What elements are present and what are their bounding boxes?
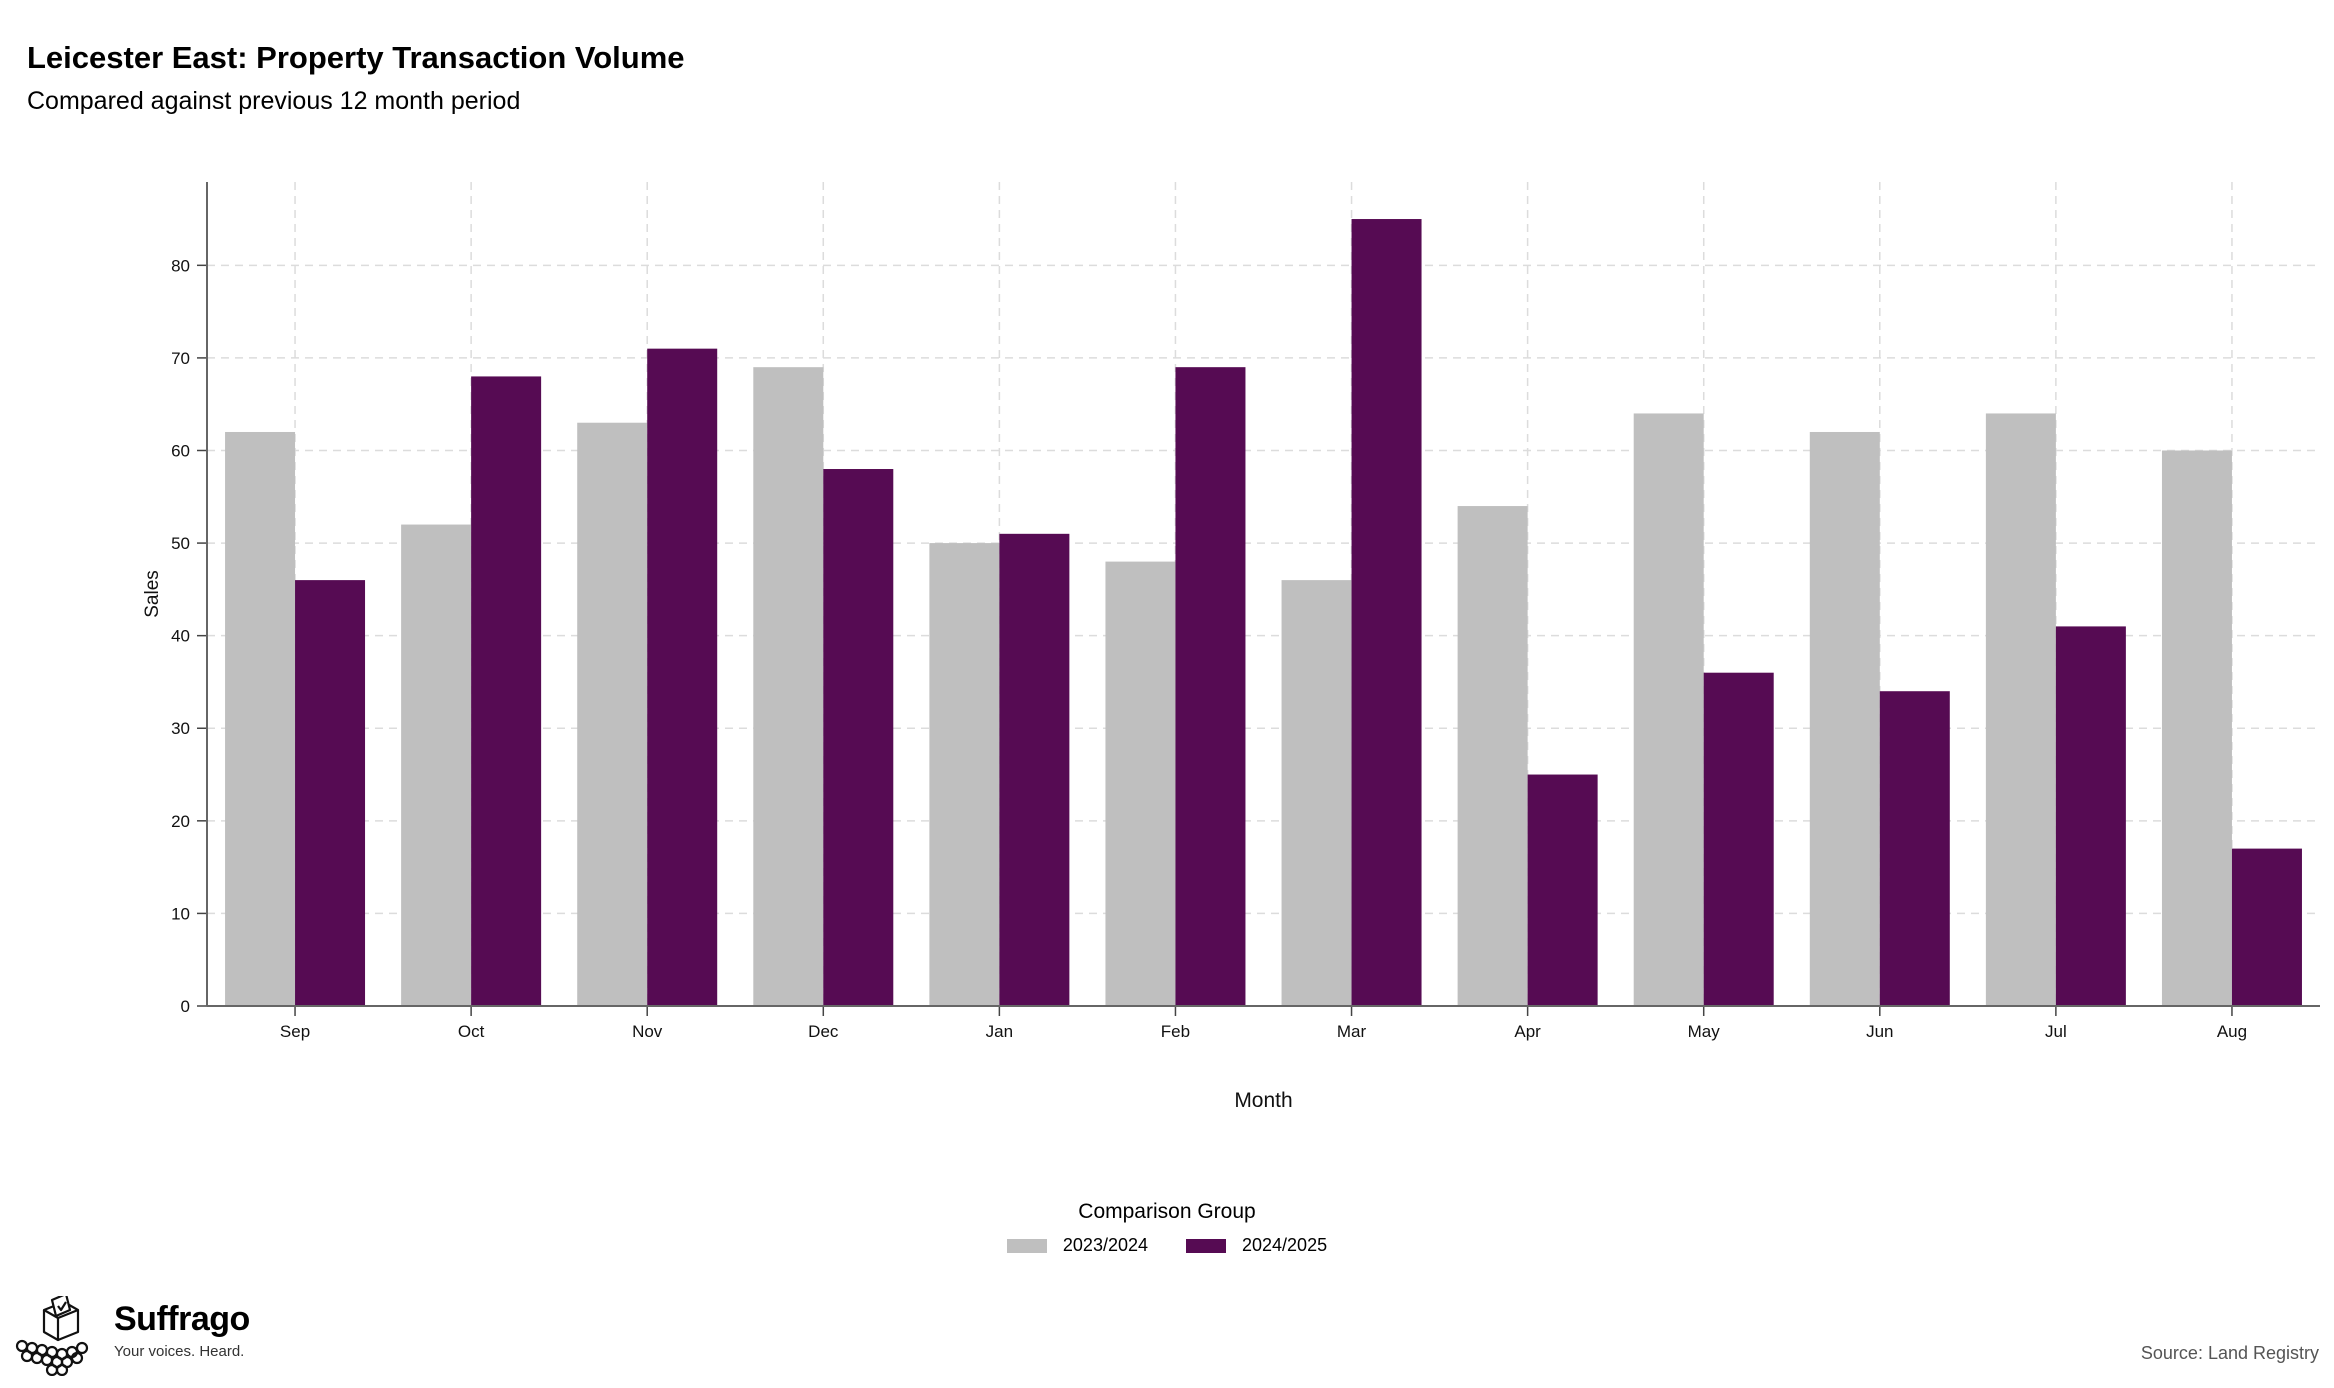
bar-2023-2024-mar bbox=[1281, 580, 1352, 1006]
y-tick-label: 40 bbox=[171, 627, 190, 646]
bar-2024-2025-mar bbox=[1351, 219, 1422, 1007]
bar-2024-2025-oct bbox=[471, 376, 542, 1006]
legend-item-2023-2024: 2023/2024 bbox=[1006, 1235, 1148, 1256]
brand-name: Suffrago bbox=[114, 1300, 250, 1338]
bar-2023-2024-aug bbox=[2161, 450, 2232, 1006]
brand-logo: Suffrago Your voices. Heard. bbox=[14, 1292, 250, 1381]
bar-2024-2025-nov bbox=[647, 348, 718, 1006]
legend-swatch-2023-2024 bbox=[1006, 1238, 1047, 1253]
source-note: Source: Land Registry bbox=[2140, 1343, 2319, 1363]
y-axis-label: Sales bbox=[142, 570, 163, 618]
legend-swatch-2024-2025 bbox=[1186, 1238, 1226, 1253]
legend-item-2024-2025: 2024/2025 bbox=[1186, 1235, 1327, 1256]
x-tick-label: May bbox=[1688, 1022, 1721, 1041]
bar-2023-2024-jun bbox=[1809, 431, 1880, 1006]
legend-label-2024-2025: 2024/2025 bbox=[1242, 1235, 1328, 1255]
bar-2024-2025-may bbox=[1703, 672, 1774, 1006]
x-tick-label: Oct bbox=[458, 1022, 485, 1041]
bar-chart: 0 10 20 30 40 50 60 70 80 Sep Oct Nov Dec Jan Feb Mar Ap… bbox=[142, 182, 2320, 1112]
bar-2023-2024-sep bbox=[225, 431, 296, 1006]
x-tick-label: Jun bbox=[1866, 1022, 1893, 1041]
x-tick-label: Sep bbox=[280, 1022, 310, 1041]
bar-2023-2024-oct bbox=[401, 524, 472, 1006]
x-tick-label: Aug bbox=[2217, 1022, 2247, 1041]
x-tick-label: Apr bbox=[1514, 1022, 1541, 1041]
x-tick-label: Jul bbox=[2045, 1022, 2067, 1041]
bar-2024-2025-aug bbox=[2231, 848, 2302, 1006]
y-tick-label: 50 bbox=[171, 534, 190, 553]
y-tick-label: 10 bbox=[171, 904, 190, 923]
bar-2023-2024-feb bbox=[1105, 561, 1176, 1006]
y-tick-label: 60 bbox=[171, 441, 190, 460]
bar-2023-2024-apr bbox=[1457, 506, 1528, 1006]
y-tick-label: 0 bbox=[181, 997, 190, 1016]
bar-2024-2025-jan bbox=[999, 533, 1070, 1006]
bar-2023-2024-jan bbox=[929, 543, 1000, 1006]
bar-2024-2025-feb bbox=[1175, 367, 1246, 1006]
bar-2023-2024-may bbox=[1633, 413, 1704, 1006]
y-tick-label: 80 bbox=[171, 256, 190, 275]
bar-2023-2024-jul bbox=[1985, 413, 2056, 1006]
chart-title: Leicester East: Property Transaction Vol… bbox=[27, 40, 685, 75]
y-tick-label: 20 bbox=[171, 812, 190, 831]
ballot-box-crowd-icon bbox=[14, 1292, 106, 1381]
bar-2024-2025-apr bbox=[1527, 774, 1598, 1006]
bar-2024-2025-dec bbox=[823, 469, 894, 1006]
x-tick-label: Mar bbox=[1337, 1022, 1367, 1041]
y-tick-label: 70 bbox=[171, 349, 190, 368]
legend-title: Comparison Group bbox=[1078, 1200, 1256, 1223]
legend-label-2023-2024: 2023/2024 bbox=[1062, 1235, 1148, 1255]
bar-2024-2025-jun bbox=[1879, 691, 1950, 1006]
bar-2024-2025-sep bbox=[295, 580, 366, 1006]
bar-2023-2024-dec bbox=[753, 367, 824, 1006]
x-tick-label: Feb bbox=[1161, 1022, 1190, 1041]
brand-tagline: Your voices. Heard. bbox=[114, 1343, 245, 1360]
legend: 2023/2024 2024/2025 bbox=[0, 1235, 2334, 1256]
y-tick-label: 30 bbox=[171, 719, 190, 738]
bar-2023-2024-nov bbox=[577, 422, 648, 1006]
x-tick-label: Dec bbox=[808, 1022, 839, 1041]
x-axis-label: Month bbox=[1234, 1089, 1292, 1112]
x-tick-label: Nov bbox=[632, 1022, 663, 1041]
chart-subtitle: Compared against previous 12 month perio… bbox=[27, 87, 521, 115]
bar-2024-2025-jul bbox=[2055, 626, 2126, 1006]
x-tick-label: Jan bbox=[986, 1022, 1013, 1041]
